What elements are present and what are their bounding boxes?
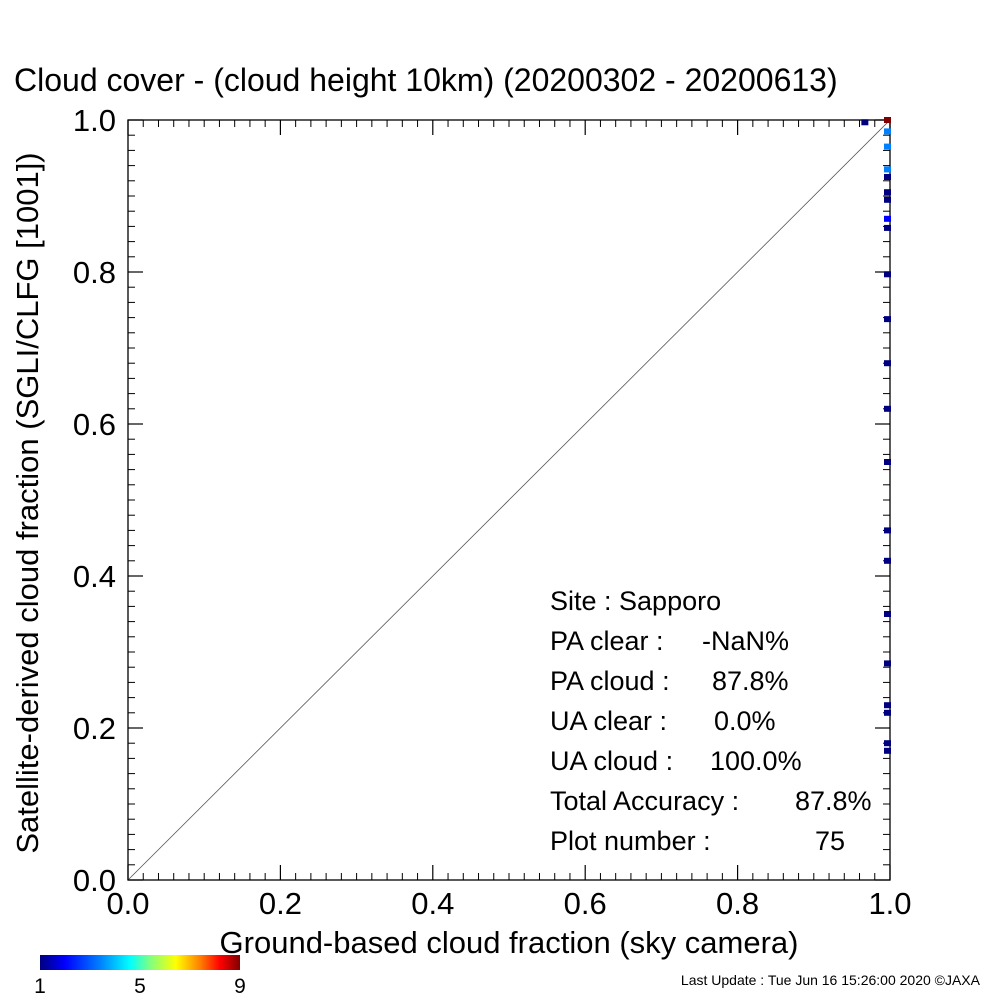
y-tick-label: 0.8 <box>73 255 116 290</box>
data-points <box>861 117 891 754</box>
y-tick-labels: 0.0 0.2 0.4 0.6 0.8 1.0 <box>73 103 116 898</box>
data-point <box>884 405 891 412</box>
major-ticks <box>127 119 891 881</box>
stat-pa-clear-label: PA clear : <box>550 626 664 656</box>
stat-plot-number-label: Plot number : <box>550 826 711 856</box>
footer-last-update: Last Update : Tue Jun 16 15:26:00 2020 ©… <box>681 972 981 988</box>
stat-plot-number-value: 75 <box>815 826 845 856</box>
y-tick-label: 1.0 <box>73 103 116 138</box>
data-point <box>884 702 891 709</box>
data-point <box>884 747 891 754</box>
x-tick-labels: 0.0 0.2 0.4 0.6 0.8 1.0 <box>106 886 911 921</box>
data-point <box>884 117 891 123</box>
x-tick-label: 0.4 <box>411 886 454 921</box>
y-tick-label: 0.0 <box>73 863 116 898</box>
identity-line <box>127 119 891 881</box>
data-point <box>884 660 891 667</box>
x-tick-label: 0.8 <box>716 886 759 921</box>
data-point <box>884 224 891 231</box>
data-point <box>884 557 891 564</box>
data-point <box>884 360 891 367</box>
y-tick-label: 0.2 <box>73 711 116 746</box>
y-tick-label: 0.4 <box>73 559 116 594</box>
data-point <box>884 316 891 323</box>
data-point <box>861 119 869 126</box>
data-point <box>884 189 891 196</box>
stat-ua-cloud-label: UA cloud : <box>550 746 673 776</box>
colorbar <box>40 955 240 970</box>
stat-ua-clear-label: UA clear : <box>550 706 667 736</box>
data-point <box>884 143 891 150</box>
data-point <box>884 271 891 278</box>
stat-pa-cloud-label: PA cloud : <box>550 666 670 696</box>
stat-site: Site : Sapporo <box>550 586 721 616</box>
data-point <box>884 215 891 222</box>
colorbar-label-min: 1 <box>34 975 46 998</box>
x-axis-label: Ground-based cloud fraction (sky camera) <box>220 925 799 960</box>
stat-pa-cloud-value: 87.8% <box>712 666 789 696</box>
data-point <box>884 196 891 203</box>
stats-box: Site : Sapporo PA clear : -NaN% PA cloud… <box>550 586 872 856</box>
stat-ua-cloud-value: 100.0% <box>710 746 802 776</box>
y-axis-label: Satellite-derived cloud fraction (SGLI/C… <box>10 152 45 853</box>
x-tick-label: 0.6 <box>564 886 607 921</box>
x-tick-label: 0.0 <box>106 886 149 921</box>
x-tick-label: 1.0 <box>868 886 911 921</box>
chart-title: Cloud cover - (cloud height 10km) (20200… <box>14 62 838 98</box>
stat-total-accuracy-value: 87.8% <box>795 786 872 816</box>
stat-ua-clear-value: 0.0% <box>714 706 776 736</box>
x-tick-label: 0.2 <box>259 886 302 921</box>
data-point <box>884 174 891 180</box>
y-tick-label: 0.6 <box>73 407 116 442</box>
data-point <box>884 459 891 465</box>
data-point <box>884 709 891 716</box>
data-point <box>884 611 891 617</box>
stat-total-accuracy-label: Total Accuracy : <box>550 786 739 816</box>
data-point <box>884 166 891 173</box>
data-point <box>884 128 891 135</box>
stat-pa-clear-value: -NaN% <box>702 626 789 656</box>
colorbar-label-mid: 5 <box>134 975 146 998</box>
colorbar-label-max: 9 <box>234 975 246 998</box>
data-point <box>884 740 891 747</box>
data-point <box>884 527 891 534</box>
